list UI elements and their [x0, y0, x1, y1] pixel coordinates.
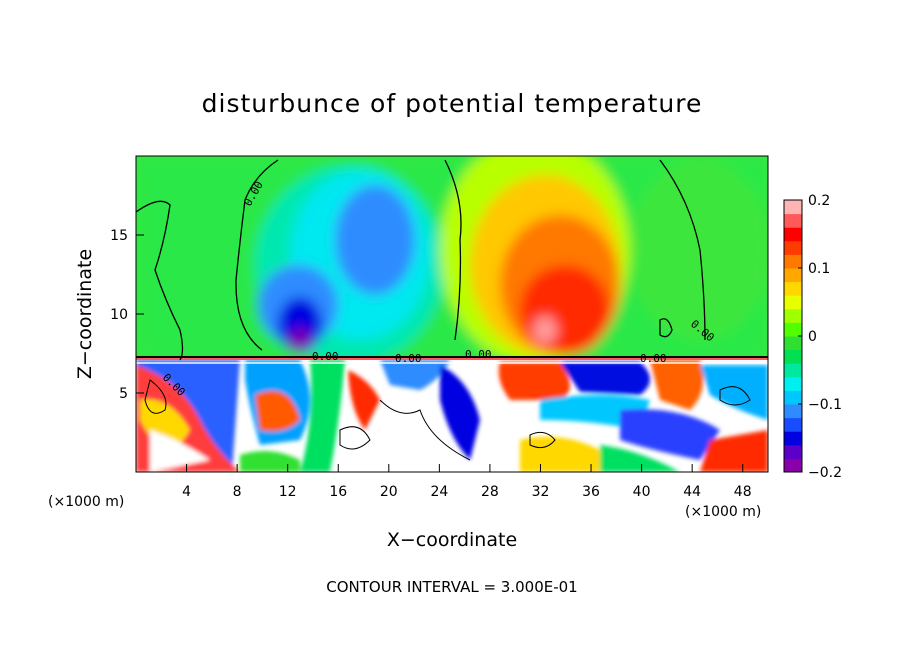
- lower-blob: [600, 445, 680, 472]
- field-warm-max: [533, 316, 557, 344]
- x-tick-label: 20: [380, 484, 398, 500]
- contour-lower: [719, 386, 751, 406]
- x-tick-label: 16: [329, 484, 347, 500]
- colorbar-swatch: [784, 404, 802, 419]
- y-axis-ticks: 5 10 15: [110, 228, 144, 402]
- colorbar-swatch: [784, 308, 802, 323]
- colorbar-swatch: [784, 268, 802, 283]
- lower-blob: [560, 362, 650, 395]
- lower-blob: [700, 430, 768, 472]
- colorbar-swatch: [784, 376, 802, 391]
- contour-label: 0.00: [312, 350, 339, 363]
- contour-zero-cool: [235, 159, 279, 351]
- x-tick-label: 48: [734, 484, 752, 500]
- colorbar-swatch: [784, 322, 802, 337]
- colorbar-swatch: [784, 213, 802, 228]
- colorbar-swatch: [784, 444, 802, 459]
- colorbar-tick-label: 0: [808, 329, 817, 345]
- y-tick-label: 15: [110, 228, 128, 244]
- contour-zero-right: [659, 159, 706, 341]
- contour-lower: [379, 399, 471, 461]
- colorbar-swatch: [784, 390, 802, 405]
- x-tick-label: 28: [481, 484, 499, 500]
- colorbar-swatch: [784, 254, 802, 269]
- x-tick-label: 12: [279, 484, 297, 500]
- colorbar-swatch: [784, 431, 802, 446]
- x-axis-ticks: 4 8 12 16 20 24 28 32 36 40 44 48: [182, 464, 752, 500]
- contour-zero-left: [136, 200, 184, 361]
- lower-blob: [300, 360, 345, 472]
- y-tick-label: 5: [119, 386, 128, 402]
- x-tick-label: 32: [532, 484, 550, 500]
- lower-blob: [700, 365, 768, 420]
- lower-blob: [150, 430, 210, 472]
- lower-blob: [520, 436, 600, 472]
- contour-label: 0.00: [640, 352, 667, 365]
- colorbar-swatch: [784, 240, 802, 255]
- colorbar-swatch: [784, 458, 802, 473]
- colorbar: [784, 200, 802, 473]
- contour-lower: [339, 426, 371, 450]
- x-tick-label: 44: [683, 484, 701, 500]
- colorbar-swatch: [784, 281, 802, 296]
- x-axis-unit-right: (×1000 m): [685, 504, 761, 520]
- contour-label: 0.00: [465, 348, 492, 361]
- contour-interval-note: CONTOUR INTERVAL = 3.000E-01: [326, 578, 577, 596]
- colorbar-tick-label: −0.1: [808, 397, 842, 413]
- heatmap-plot-area: 0.00 0.00 0.00 0.00 0.00 0.00 0.00: [136, 156, 768, 472]
- chart-title: disturbunce of potential temperature: [202, 89, 703, 118]
- colorbar-swatch: [784, 417, 802, 432]
- interface-red-stripe: [136, 357, 768, 360]
- x-tick-label: 40: [633, 484, 651, 500]
- contour-label: 0.00: [395, 352, 422, 365]
- contour-lines: [136, 159, 768, 461]
- lower-blob: [650, 360, 704, 410]
- lower-blob: [380, 360, 450, 390]
- upper-field: [136, 156, 768, 365]
- field-cool-inner: [335, 185, 415, 295]
- colorbar-swatch: [784, 349, 802, 364]
- field-green-right: [630, 160, 768, 340]
- x-tick-label: 4: [182, 484, 191, 500]
- x-tick-label: 8: [233, 484, 242, 500]
- field-cool-min: [288, 328, 312, 352]
- contour-zero-warm: [444, 159, 462, 341]
- lower-field: [136, 357, 768, 472]
- contour-small-loop: [659, 318, 673, 338]
- x-tick-label: 24: [430, 484, 448, 500]
- lower-blob: [348, 370, 380, 430]
- contour-lower: [529, 431, 556, 449]
- colorbar-swatch: [784, 227, 802, 242]
- x-axis-label: X−coordinate: [387, 529, 517, 551]
- colorbar-tick-label: 0.2: [808, 193, 830, 209]
- colorbar-swatch: [784, 336, 802, 351]
- lower-blob: [440, 365, 480, 460]
- colorbar-swatch: [784, 200, 802, 215]
- colorbar-swatch: [784, 363, 802, 378]
- x-tick-label: 36: [582, 484, 600, 500]
- colorbar-tick-label: 0.1: [808, 261, 830, 277]
- y-axis-label: Z−coordinate: [74, 249, 96, 379]
- colorbar-swatch: [784, 295, 802, 310]
- colorbar-tick-labels: 0.2 0.1 0 −0.1 −0.2: [798, 193, 842, 481]
- field-warm-core: [520, 265, 610, 355]
- lower-blob: [255, 390, 300, 432]
- x-axis-unit-left: (×1000 m): [48, 494, 124, 510]
- colorbar-tick-label: −0.2: [808, 465, 842, 481]
- lower-blob: [620, 409, 720, 460]
- y-tick-label: 10: [110, 307, 128, 323]
- lower-blob: [498, 362, 570, 400]
- lower-blob: [240, 451, 300, 472]
- interface-white-stripe: [136, 362, 768, 364]
- contour-lower: [144, 379, 167, 414]
